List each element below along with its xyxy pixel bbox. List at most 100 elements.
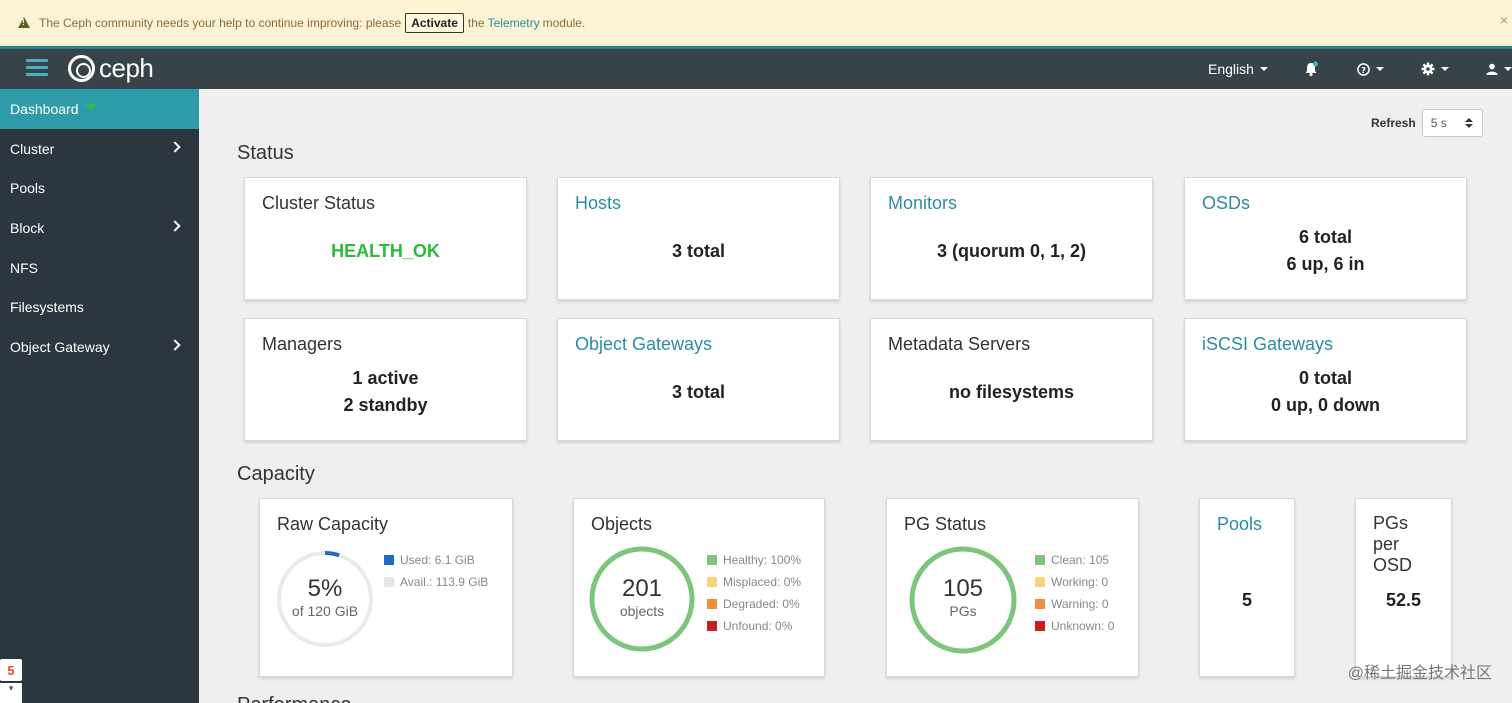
- legend-label: Avail.: 113.9 GiB: [400, 575, 489, 589]
- sidebar-item-pools[interactable]: Pools: [0, 168, 199, 208]
- legend-item[interactable]: Misplaced: 0%: [707, 571, 801, 593]
- sidebar-item-cluster[interactable]: Cluster: [0, 129, 199, 169]
- legend-item[interactable]: Healthy: 100%: [707, 549, 801, 571]
- legend-item[interactable]: Avail.: 113.9 GiB: [384, 571, 488, 593]
- notifications-button[interactable]: [1303, 49, 1319, 89]
- telemetry-link[interactable]: Telemetry: [487, 15, 540, 30]
- ceph-logo-icon: [68, 55, 95, 82]
- chevron-down-icon: [1504, 67, 1512, 71]
- legend-item[interactable]: Working: 0: [1035, 571, 1114, 593]
- chevron-right-icon: [169, 220, 181, 232]
- legend-swatch: [1035, 599, 1045, 609]
- managers-standby: 2 standby: [343, 395, 428, 415]
- sidebar-item-label: Filesystems: [10, 299, 84, 316]
- close-icon[interactable]: ×: [1499, 12, 1508, 28]
- card-title: Metadata Servers: [888, 334, 1031, 354]
- cluster-status-card: Cluster Status HEALTH_OK: [244, 177, 527, 300]
- pools-value: 5: [1241, 590, 1252, 610]
- card-title: PGs per OSD: [1373, 513, 1412, 576]
- sidebar-item-label: Cluster: [10, 140, 55, 157]
- legend-label: Used: 6.1 GiB: [400, 553, 475, 567]
- banner-text-before: The Ceph community needs your help to co…: [39, 15, 402, 30]
- sidebar-item-label: Dashboard: [10, 100, 79, 117]
- html5-icon[interactable]: 5: [0, 659, 22, 681]
- chevron-right-icon: [169, 141, 181, 153]
- sidebar-item-label: NFS: [10, 259, 38, 276]
- hamburger-menu-icon[interactable]: [26, 59, 48, 77]
- sidebar-item-label: Pools: [10, 180, 46, 197]
- refresh-control: Refresh 5 s: [1371, 109, 1483, 137]
- monitors-link[interactable]: Monitors: [888, 193, 958, 213]
- banner-text-mid: the: [467, 15, 485, 30]
- card-title: Managers: [262, 334, 343, 354]
- bell-icon: [1305, 61, 1318, 77]
- legend-label: Misplaced: 0%: [723, 575, 802, 589]
- hosts-card: Hosts 3 total: [557, 177, 840, 300]
- pools-card: Pools 5: [1199, 498, 1295, 677]
- sidebar-item-nfs[interactable]: NFS: [0, 248, 199, 288]
- refresh-interval-select[interactable]: 5 s: [1421, 109, 1483, 137]
- legend-item[interactable]: Unfound: 0%: [707, 615, 801, 637]
- card-title: Objects: [591, 514, 653, 534]
- chevron-down-icon[interactable]: ▾: [0, 683, 22, 703]
- status-section-title: Status: [237, 142, 294, 164]
- osds-link[interactable]: OSDs: [1202, 193, 1251, 213]
- objects-center: 201 objects: [592, 575, 692, 619]
- sidebar-item-dashboard[interactable]: Dashboard: [0, 89, 199, 129]
- object-gateways-value: 3 total: [671, 382, 725, 402]
- metadata-servers-value: no filesystems: [948, 382, 1075, 402]
- sidebar-item-object-gateway[interactable]: Object Gateway: [0, 327, 199, 367]
- pg-status-legend: Clean: 105 Working: 0 Warning: 0 Unknown…: [1035, 549, 1114, 637]
- legend-swatch: [707, 621, 717, 631]
- legend-item[interactable]: Clean: 105: [1035, 549, 1114, 571]
- language-dropdown[interactable]: English: [1208, 49, 1268, 89]
- user-dropdown[interactable]: [1486, 49, 1512, 89]
- ceph-logo[interactable]: ceph: [68, 53, 154, 84]
- legend-swatch: [707, 599, 717, 609]
- pools-link[interactable]: Pools: [1217, 514, 1263, 534]
- legend-swatch: [384, 555, 394, 565]
- pg-status-center: 105 PGs: [913, 575, 1013, 619]
- chevron-right-icon: [169, 339, 181, 351]
- objects-count: 201: [621, 575, 663, 602]
- card-title: Raw Capacity: [277, 514, 389, 534]
- iscsi-gateways-card: iSCSI Gateways 0 total 0 up, 0 down: [1184, 318, 1467, 441]
- raw-capacity-percent: 5%: [307, 575, 343, 602]
- pg-label: PGs: [949, 603, 977, 619]
- legend-label: Unknown: 0: [1051, 619, 1115, 633]
- sidebar-item-block[interactable]: Block: [0, 208, 199, 248]
- pg-status-donut: [909, 546, 1017, 654]
- object-gateways-link[interactable]: Object Gateways: [575, 334, 713, 354]
- health-status-value: HEALTH_OK: [331, 241, 440, 261]
- performance-section-title: Performance: [237, 694, 352, 703]
- iscsi-up-down: 0 up, 0 down: [1270, 395, 1380, 415]
- settings-dropdown[interactable]: [1421, 49, 1449, 89]
- raw-capacity-donut: [277, 551, 373, 647]
- chevron-down-icon: [1441, 67, 1449, 71]
- legend-item[interactable]: Unknown: 0: [1035, 615, 1114, 637]
- activate-button[interactable]: Activate: [405, 12, 464, 33]
- sidebar-item-label: Object Gateway: [10, 338, 110, 355]
- refresh-label: Refresh: [1371, 116, 1416, 130]
- help-icon: ?: [1357, 62, 1370, 76]
- legend-item[interactable]: Used: 6.1 GiB: [384, 549, 488, 571]
- iscsi-gateways-link[interactable]: iSCSI Gateways: [1202, 334, 1334, 354]
- refresh-value: 5 s: [1430, 116, 1447, 130]
- card-title: Cluster Status: [262, 193, 376, 213]
- used-arc: [277, 551, 373, 647]
- objects-donut: [589, 546, 695, 652]
- hosts-link[interactable]: Hosts: [575, 193, 622, 213]
- telemetry-banner: The Ceph community needs your help to co…: [0, 0, 1512, 46]
- sidebar-item-filesystems[interactable]: Filesystems: [0, 287, 199, 327]
- help-dropdown[interactable]: ?: [1357, 49, 1384, 89]
- pg-status-card: PG Status 105 PGs Clean: 105 Working: 0 …: [886, 498, 1139, 677]
- language-label: English: [1208, 61, 1254, 77]
- card-title: PG Status: [904, 514, 987, 534]
- legend-item[interactable]: Degraded: 0%: [707, 593, 801, 615]
- raw-capacity-total: of 120 GiB: [291, 603, 359, 619]
- legend-swatch: [384, 577, 394, 587]
- healthy-arc: [589, 546, 695, 652]
- monitors-card: Monitors 3 (quorum 0, 1, 2): [870, 177, 1153, 300]
- legend-item[interactable]: Warning: 0: [1035, 593, 1114, 615]
- pgs-per-osd-value: 52.5: [1385, 590, 1422, 610]
